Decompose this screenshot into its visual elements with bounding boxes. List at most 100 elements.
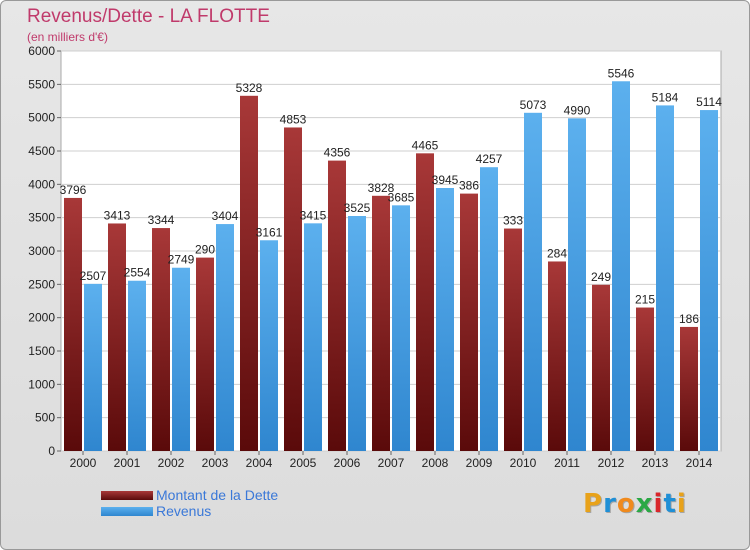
legend-label-revenus: Revenus xyxy=(156,503,212,519)
x-tick-label: 2002 xyxy=(158,456,185,470)
value-label-dette: 290 xyxy=(195,243,215,257)
logo-letter: i xyxy=(653,489,664,519)
y-tick-label: 0 xyxy=(48,444,55,458)
bar-dette xyxy=(416,153,434,452)
y-tick-label: 500 xyxy=(35,411,55,425)
bar-revenus xyxy=(480,167,498,451)
value-label-dette: 186 xyxy=(679,312,699,326)
bar-dette xyxy=(328,160,346,451)
x-tick-label: 2008 xyxy=(422,456,449,470)
bar-revenus xyxy=(700,110,718,452)
bar-revenus xyxy=(436,188,454,451)
y-tick-label: 4500 xyxy=(28,144,55,158)
value-label-revenus: 3161 xyxy=(256,225,283,239)
value-label-revenus: 3415 xyxy=(300,208,327,222)
grid-lines xyxy=(61,50,721,452)
bar-dette xyxy=(548,261,566,451)
y-tick-label: 2500 xyxy=(28,277,55,291)
legend-label-dette: Montant de la Dette xyxy=(156,487,279,503)
bar-revenus xyxy=(304,223,322,451)
x-tick-label: 2007 xyxy=(378,456,405,470)
bar-revenus xyxy=(392,205,410,451)
y-tick-label: 4000 xyxy=(28,177,55,191)
bar-dette xyxy=(64,197,82,451)
x-tick-label: 2009 xyxy=(466,456,493,470)
x-tick-label: 2006 xyxy=(334,456,361,470)
bar-revenus xyxy=(568,118,586,451)
value-label-dette: 333 xyxy=(503,214,523,228)
y-tick-label: 3000 xyxy=(28,244,55,258)
bar-dette xyxy=(372,195,390,451)
value-label-revenus: 2749 xyxy=(168,253,195,267)
logo-letter: t xyxy=(663,489,677,519)
x-tick-label: 2001 xyxy=(114,456,141,470)
legend-swatch-dette xyxy=(101,491,153,500)
x-tick-label: 2010 xyxy=(510,456,537,470)
y-tick-label: 1000 xyxy=(28,377,55,391)
x-tick-label: 2004 xyxy=(246,456,273,470)
bar-dette xyxy=(636,307,654,451)
logo-letter: r xyxy=(603,489,617,519)
bar-dette xyxy=(284,127,302,451)
chart-subtitle: (en milliers d'€) xyxy=(27,30,108,44)
bar-dette xyxy=(196,257,214,451)
value-label-dette: 4465 xyxy=(412,138,439,152)
value-label-dette: 5328 xyxy=(236,81,263,95)
bar-revenus xyxy=(348,216,366,451)
value-label-revenus: 4990 xyxy=(564,103,591,117)
value-label-dette: 4356 xyxy=(324,146,351,160)
x-tick-label: 2000 xyxy=(70,456,97,470)
value-label-revenus: 5546 xyxy=(608,66,635,80)
bar-revenus xyxy=(612,81,630,452)
y-tick-label: 5500 xyxy=(28,77,55,91)
bar-dette xyxy=(240,95,258,452)
value-label-revenus: 2507 xyxy=(80,269,107,283)
value-label-dette: 4853 xyxy=(280,112,307,126)
value-label-dette: 3796 xyxy=(60,183,87,197)
value-label-revenus: 5114 xyxy=(696,95,722,109)
y-tick-label: 6000 xyxy=(28,44,55,58)
value-label-dette: 284 xyxy=(547,246,567,260)
x-tick-label: 2005 xyxy=(290,456,317,470)
value-label-dette: 215 xyxy=(635,293,655,307)
x-tick-label: 2003 xyxy=(202,456,229,470)
bar-dette xyxy=(152,228,170,451)
value-label-dette: 3344 xyxy=(148,213,175,227)
legend-swatch-revenus xyxy=(101,507,153,516)
value-label-revenus: 3404 xyxy=(212,209,239,223)
bar-dette xyxy=(592,284,610,451)
value-label-dette: 3828 xyxy=(368,181,395,195)
value-label-revenus: 3945 xyxy=(432,173,459,187)
bar-revenus xyxy=(656,105,674,452)
value-label-revenus: 3685 xyxy=(388,190,415,204)
y-tick-label: 3500 xyxy=(28,211,55,225)
bar-revenus xyxy=(172,267,190,451)
value-label-revenus: 4257 xyxy=(476,152,503,166)
y-tick-label: 5000 xyxy=(28,111,55,125)
value-label-revenus: 5073 xyxy=(520,98,547,112)
x-tick-label: 2012 xyxy=(598,456,625,470)
chart-title: Revenus/Dette - LA FLOTTE xyxy=(27,6,270,27)
value-label-dette: 386 xyxy=(459,179,479,193)
value-label-dette: 3413 xyxy=(104,208,131,222)
bar-dette xyxy=(504,228,522,451)
value-label-revenus: 5184 xyxy=(652,90,679,104)
x-tick-label: 2013 xyxy=(642,456,669,470)
x-tick-label: 2011 xyxy=(554,456,580,470)
logo-letter: i xyxy=(676,489,687,519)
bars xyxy=(64,81,718,452)
proxiti-logo: Proxiti xyxy=(583,489,687,519)
bar-revenus xyxy=(216,224,234,451)
value-label-dette: 249 xyxy=(591,270,611,284)
logo-letter: x xyxy=(635,489,654,519)
bar-revenus xyxy=(260,240,278,451)
x-tick-label: 2014 xyxy=(686,456,713,470)
logo-letter: P xyxy=(583,489,604,519)
axis-labels: 0 500 1000 1500 2000 2500 3000 3500 4000 4500 5000… xyxy=(28,44,712,470)
value-label-revenus: 2554 xyxy=(124,266,151,280)
bar-dette xyxy=(460,193,478,451)
bar-revenus xyxy=(128,280,146,451)
